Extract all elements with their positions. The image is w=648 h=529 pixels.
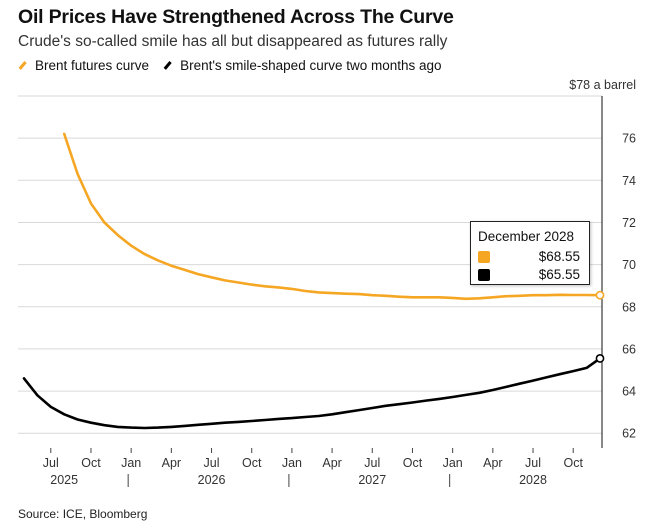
tooltip-swatch-prior xyxy=(478,269,490,281)
tooltip: December 2028 $68.55 $65.55 xyxy=(470,221,590,285)
year-label: 2028 xyxy=(519,473,547,487)
x-tick-label: Jul xyxy=(204,456,220,470)
year-label: 2025 xyxy=(50,473,78,487)
y-tick-label: 70 xyxy=(622,258,636,272)
endpoint-marker-brent xyxy=(595,290,605,300)
tooltip-value-prior: $65.55 xyxy=(538,267,580,282)
tooltip-title: December 2028 xyxy=(478,229,575,244)
y-tick-label: 76 xyxy=(622,132,636,146)
x-tick-label: Apr xyxy=(322,456,341,470)
chart-title: Oil Prices Have Strengthened Across The … xyxy=(18,6,454,28)
x-tick-label: Oct xyxy=(403,456,423,470)
tick-labels: 62 64 66 68 70 72 74 76 $78 a barrel Jul Oct Jan Apr… xyxy=(43,78,636,487)
x-tick-label: Apr xyxy=(483,456,502,470)
x-tick-label: Jan xyxy=(121,456,141,470)
tooltip-swatch-brent xyxy=(478,251,490,263)
tooltip-row-prior: $65.55 xyxy=(478,267,582,283)
year-label: 2027 xyxy=(358,473,386,487)
chart-subtitle: Crude's so-called smile has all but disa… xyxy=(18,33,448,50)
legend-item-brent: Brent futures curve xyxy=(18,58,149,73)
axes xyxy=(50,96,603,487)
x-tick-label: Apr xyxy=(162,456,181,470)
series-line-prior xyxy=(22,357,602,430)
x-tick-label: Jul xyxy=(364,456,380,470)
x-tick-label: Oct xyxy=(242,456,262,470)
series-line-brent xyxy=(62,132,602,301)
source-note: Source: ICE, Bloomberg xyxy=(18,507,148,521)
x-tick-label: Oct xyxy=(563,456,583,470)
x-tick-label: Jan xyxy=(282,456,302,470)
y-tick-label: 72 xyxy=(622,216,636,230)
tooltip-row-brent: $68.55 xyxy=(478,249,582,265)
y-tick-label: 68 xyxy=(622,300,636,314)
x-tick-label: Jul xyxy=(43,456,59,470)
legend-label-brent: Brent futures curve xyxy=(35,58,150,73)
x-tick-label: Jul xyxy=(525,456,541,470)
y-tick-label: 66 xyxy=(622,342,636,356)
year-label: 2026 xyxy=(198,473,226,487)
y-tick-label: 74 xyxy=(622,174,636,188)
endpoint-marker-prior xyxy=(595,354,605,363)
x-tick-label: Oct xyxy=(81,456,101,470)
y-tick-label: 62 xyxy=(622,427,636,441)
legend: Brent futures curve Brent's smile-shaped… xyxy=(18,58,456,73)
y-tick-label: 64 xyxy=(622,385,636,399)
y-axis-title: $78 a barrel xyxy=(569,78,636,92)
legend-label-prior: Brent's smile-shaped curve two months ag… xyxy=(180,58,442,73)
tooltip-value-brent: $68.55 xyxy=(538,249,580,264)
legend-item-prior: Brent's smile-shaped curve two months ag… xyxy=(163,58,442,73)
x-tick-label: Jan xyxy=(443,456,463,470)
series-lines xyxy=(22,132,605,430)
